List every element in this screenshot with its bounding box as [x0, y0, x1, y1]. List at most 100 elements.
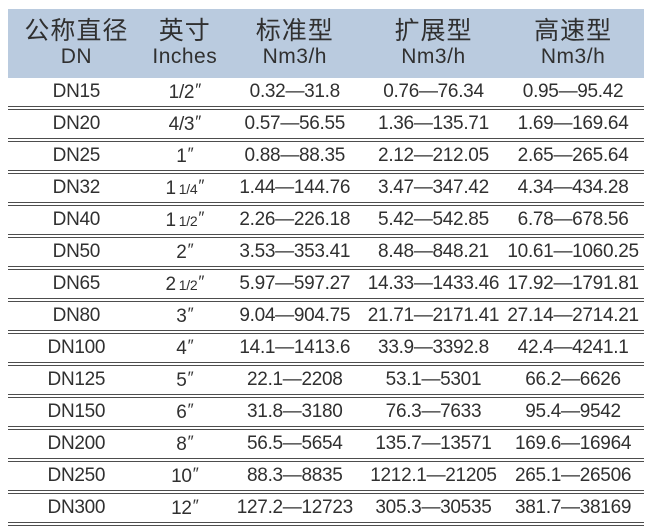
cell-standard: 14.1—1413.6 [224, 332, 365, 366]
table-row: DN80 3″ 9.04—904.75 21.71—2171.41 27.14—… [8, 300, 644, 334]
cell-high-speed: 42.4—4241.1 [502, 332, 644, 366]
table-row: DN300 12″ 127.2—12723 305.3—30535 381.7—… [8, 492, 644, 526]
cell-standard: 56.5—5654 [224, 428, 365, 462]
cell-inches: 6″ [144, 396, 225, 430]
cell-extended: 21.71—2171.41 [364, 300, 503, 334]
column-subtitle: DN [60, 45, 93, 68]
inches-value: 2 [165, 274, 177, 295]
flow-spec-table-wrap: 公称直径 DN 英寸 Inches 标准型 Nm3/h 扩展型 Nm3/h 高速… [8, 9, 644, 526]
flow-spec-table: 公称直径 DN 英寸 Inches 标准型 Nm3/h 扩展型 Nm3/h 高速… [8, 9, 644, 526]
cell-inches: 8″ [144, 428, 225, 462]
cell-dn: DN15 [8, 78, 145, 110]
inches-fraction: 1/2 [178, 213, 198, 229]
column-title: 高速型 [534, 17, 613, 45]
cell-high-speed: 27.14—2714.21 [502, 300, 644, 334]
cell-extended: 3.47—347.42 [364, 172, 503, 206]
cell-dn: DN20 [8, 108, 145, 142]
cell-dn: DN125 [8, 364, 145, 398]
cell-high-speed: 95.4—9542 [502, 396, 644, 430]
cell-extended: 1.36—135.71 [364, 108, 503, 142]
table-row: DN40 1 1/2″ 2.26—226.18 5.42—542.85 6.78—… [8, 204, 644, 238]
inch-mark: ″ [187, 144, 194, 163]
inch-mark: ″ [187, 304, 194, 323]
table-row: DN65 2 1/2″ 5.97—597.27 14.33—1433.46 17.… [8, 268, 644, 302]
inch-mark: ″ [198, 272, 205, 291]
column-title: 公称直径 [24, 17, 129, 45]
cell-inches: 1 1/2″ [144, 204, 225, 238]
table-row: DN250 10″ 88.3—8835 1212.1—21205 265.1—2… [8, 460, 644, 494]
cell-high-speed: 4.34—434.28 [502, 172, 644, 206]
cell-standard: 9.04—904.75 [224, 300, 365, 334]
inches-fraction: 1/2 [178, 277, 198, 293]
cell-inches: 12″ [144, 492, 225, 526]
column-subtitle: Inches [152, 45, 218, 68]
cell-inches: 4/3″ [144, 108, 225, 142]
table-row: DN150 6″ 31.8—3180 76.3—7633 95.4—9542 [8, 396, 644, 430]
cell-standard: 0.57—56.55 [224, 108, 365, 142]
table-body: DN15 1/2″ 0.32—31.8 0.76—76.34 0.95—95.4… [8, 78, 644, 526]
table-row: DN100 4″ 14.1—1413.6 33.9—3392.8 42.4—42… [8, 332, 644, 366]
cell-standard: 1.44—144.76 [224, 172, 365, 206]
cell-dn: DN25 [8, 140, 145, 174]
cell-standard: 88.3—8835 [224, 460, 365, 494]
cell-inches: 1″ [144, 140, 225, 174]
inches-value: 10 [171, 466, 192, 487]
inches-value: 1/2 [168, 82, 195, 103]
cell-dn: DN250 [8, 460, 145, 494]
table-header: 公称直径 DN 英寸 Inches 标准型 Nm3/h 扩展型 Nm3/h 高速… [8, 9, 644, 78]
cell-high-speed: 1.69—169.64 [502, 108, 644, 142]
column-header-extended: 扩展型 Nm3/h [364, 9, 503, 78]
cell-inches: 2″ [144, 236, 225, 270]
column-header-dn: 公称直径 DN [8, 9, 145, 78]
inch-mark: ″ [187, 432, 194, 451]
inches-value: 1 [165, 178, 177, 199]
cell-inches: 2 1/2″ [144, 268, 225, 302]
cell-dn: DN300 [8, 492, 145, 526]
inch-mark: ″ [192, 464, 199, 483]
cell-standard: 31.8—3180 [224, 396, 365, 430]
column-title: 标准型 [255, 17, 334, 45]
inches-value: 1 [165, 210, 177, 231]
inch-mark: ″ [187, 336, 194, 355]
inch-mark: ″ [195, 80, 201, 99]
cell-high-speed: 10.61—1060.25 [502, 236, 644, 270]
cell-standard: 3.53—353.41 [224, 236, 365, 270]
inch-mark: ″ [187, 240, 194, 259]
table-row: DN200 8″ 56.5—5654 135.7—13571 169.6—169… [8, 428, 644, 462]
cell-inches: 1/2″ [144, 78, 225, 110]
cell-inches: 10″ [144, 460, 225, 494]
inches-value: 3 [176, 306, 187, 327]
cell-standard: 2.26—226.18 [224, 204, 365, 238]
cell-extended: 8.48—848.21 [364, 236, 503, 270]
cell-high-speed: 2.65—265.64 [502, 140, 644, 174]
cell-standard: 127.2—12723 [224, 492, 365, 526]
cell-high-speed: 265.1—26506 [502, 460, 644, 494]
column-header-high-speed: 高速型 Nm3/h [502, 9, 644, 78]
cell-extended: 14.33—1433.46 [364, 268, 503, 302]
cell-extended: 0.76—76.34 [364, 78, 503, 110]
cell-standard: 22.1—2208 [224, 364, 365, 398]
inches-value: 1 [176, 146, 187, 167]
cell-extended: 33.9—3392.8 [364, 332, 503, 366]
inches-value: 6 [176, 402, 187, 423]
table-row: DN50 2″ 3.53—353.41 8.48—848.21 10.61—10… [8, 236, 644, 270]
cell-high-speed: 169.6—16964 [502, 428, 644, 462]
cell-standard: 0.32—31.8 [224, 78, 365, 110]
inches-value: 4 [176, 338, 187, 359]
cell-high-speed: 381.7—38169 [502, 492, 644, 526]
column-title: 扩展型 [394, 17, 473, 45]
inch-mark: ″ [198, 208, 205, 227]
cell-dn: DN65 [8, 268, 145, 302]
cell-high-speed: 17.92—1791.81 [502, 268, 644, 302]
cell-dn: DN150 [8, 396, 145, 430]
inches-value: 12 [171, 498, 192, 519]
cell-extended: 135.7—13571 [364, 428, 503, 462]
inch-mark: ″ [198, 176, 205, 195]
table-row: DN32 1 1/4″ 1.44—144.76 3.47—347.42 4.34—… [8, 172, 644, 206]
inches-fraction: 1/4 [178, 181, 198, 197]
cell-standard: 5.97—597.27 [224, 268, 365, 302]
cell-high-speed: 0.95—95.42 [502, 78, 644, 110]
cell-extended: 305.3—30535 [364, 492, 503, 526]
cell-inches: 4″ [144, 332, 225, 366]
column-subtitle: Nm3/h [262, 45, 327, 68]
